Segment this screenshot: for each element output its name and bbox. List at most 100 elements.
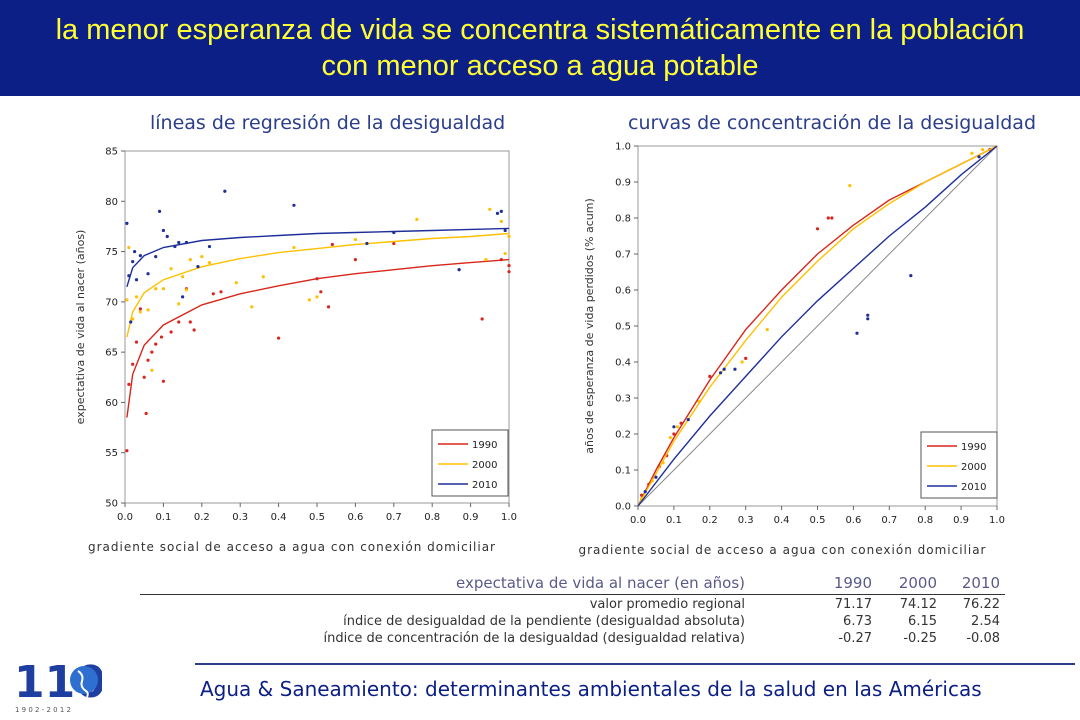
table-title: expectativa de vida al nacer (en años) [456,574,745,592]
x-tick-label: 0.2 [194,512,210,523]
data-point-2000 [499,219,503,223]
data-point-1990 [138,307,142,311]
y-tick-label: 1.0 [615,142,631,153]
x-tick-label: 0.0 [117,512,133,523]
data-point-2010 [503,228,507,233]
data-point-2010 [207,244,212,249]
data-point-2000 [650,479,654,483]
data-point-1990 [150,350,154,354]
data-point-2010 [718,371,723,375]
y-tick-label: 75 [105,247,118,258]
data-point-2000 [138,310,142,314]
series-line-2000 [126,232,510,338]
data-point-2000 [970,151,974,155]
cell-2010: 76.22 [962,597,1000,612]
x-tick-label: 0.5 [810,515,826,526]
data-point-1990 [169,330,173,334]
data-point-2000 [154,287,158,291]
x-tick-label: 0.7 [386,512,402,523]
data-point-2000 [184,288,189,292]
data-point-1990 [144,411,148,416]
x-tick-label: 0.6 [845,515,861,526]
data-point-2000 [740,360,744,364]
data-point-2000 [146,308,150,312]
y-tick-label: 65 [105,348,118,359]
data-point-1990 [639,493,644,497]
row-label: índice de concentración de la desigualda… [323,631,745,646]
data-point-2010 [177,240,181,245]
y-tick-label: 85 [105,147,118,158]
table-header: expectativa de vida al nacer (en años) 1… [140,572,1005,595]
legend-label-1990: 1990 [961,442,986,453]
x-tick-label: 0.6 [347,512,363,523]
x-tick-label: 0.8 [424,512,440,523]
data-point-2010 [977,155,981,159]
cell-2000: 6.15 [908,614,937,629]
data-point-1990 [830,216,834,220]
table-row: valor promedio regional 71.17 74.12 76.2… [140,597,1005,614]
series-line-2010 [126,227,510,288]
data-point-2010 [457,268,461,272]
y-tick-label: 80 [105,197,118,208]
x-tick-label: 0.3 [232,512,248,523]
x-tick-label: 0.9 [953,515,969,526]
data-point-2010 [672,425,676,429]
anniversary-logo: 110 1 9 0 2 - 2 0 1 2 [14,657,102,714]
x-tick-label: 0.5 [309,512,325,523]
data-point-2010 [125,221,129,226]
summary-table: expectativa de vida al nacer (en años) 1… [140,572,1005,648]
data-point-2010 [196,265,200,269]
data-point-2000 [668,436,672,440]
data-point-1990 [315,277,319,281]
data-point-2000 [503,251,507,256]
data-point-2000 [353,237,357,242]
data-point-1990 [679,421,683,425]
legend-label-2010: 2010 [472,480,497,491]
data-point-2000 [315,295,319,299]
data-point-1990 [499,258,503,262]
title-line-1: la menor esperanza de vida se concentra … [55,14,1025,46]
logo-years: 1 9 0 2 - 2 0 1 2 [15,706,71,714]
cell-2010: 2.54 [971,614,1000,629]
data-point-2010 [654,475,658,479]
globe-icon [70,666,98,694]
data-point-1990 [507,264,511,268]
data-point-1990 [815,227,820,231]
data-point-1990 [826,216,830,220]
y-tick-label: 50 [105,499,118,510]
data-point-2010 [138,253,142,258]
data-point-1990 [392,241,396,246]
x-tick-label: 0.4 [774,515,790,526]
cell-1990: 71.17 [834,597,872,612]
cell-2000: 74.12 [899,597,937,612]
year-1990-header: 1990 [833,574,872,592]
data-point-2010 [165,234,169,239]
data-point-2000 [161,287,165,291]
x-tick-label: 0.7 [881,515,897,526]
y-tick-label: 55 [105,448,118,459]
y-tick-label: 0.1 [615,466,631,477]
data-point-1990 [330,242,334,247]
data-point-2010 [161,228,165,233]
concentration-chart: 0.0 0.1 0.2 0.3 0.4 0.5 0.6 0.7 0.8 0.9 1.0 0.0 0.1 0… [579,142,1005,558]
regression-chart: 0.0 0.1 0.2 0.3 0.4 0.5 0.6 0.7 0.8 0.9 1.0 50 55 60 6… [74,147,517,555]
y-axis-label: expectativa de vida al nacer (años) [74,230,87,425]
data-point-2010 [154,255,158,259]
x-tick-label: 0.1 [155,512,171,523]
y-tick-label: 0.4 [615,358,631,369]
data-point-2000 [292,245,296,250]
data-point-1990 [353,258,357,262]
legend-label-2000: 2000 [472,460,497,471]
y-tick-label: 0.6 [615,286,631,297]
data-point-1990 [480,317,484,321]
data-point-1990 [211,292,215,296]
table-row: índice de concentración de la desigualda… [140,631,1005,648]
x-axis-label: gradiente social de acceso a agua con co… [579,543,987,557]
data-point-2000 [188,258,192,262]
y-tick-label: 0.3 [615,394,631,405]
legend-label-1990: 1990 [472,440,497,451]
data-point-2000 [177,302,181,306]
right-chart-title: curvas de concentración de la desigualda… [628,112,1037,134]
data-point-2000 [181,275,185,279]
row-label: índice de desigualdad de la pendiente (d… [343,614,745,629]
